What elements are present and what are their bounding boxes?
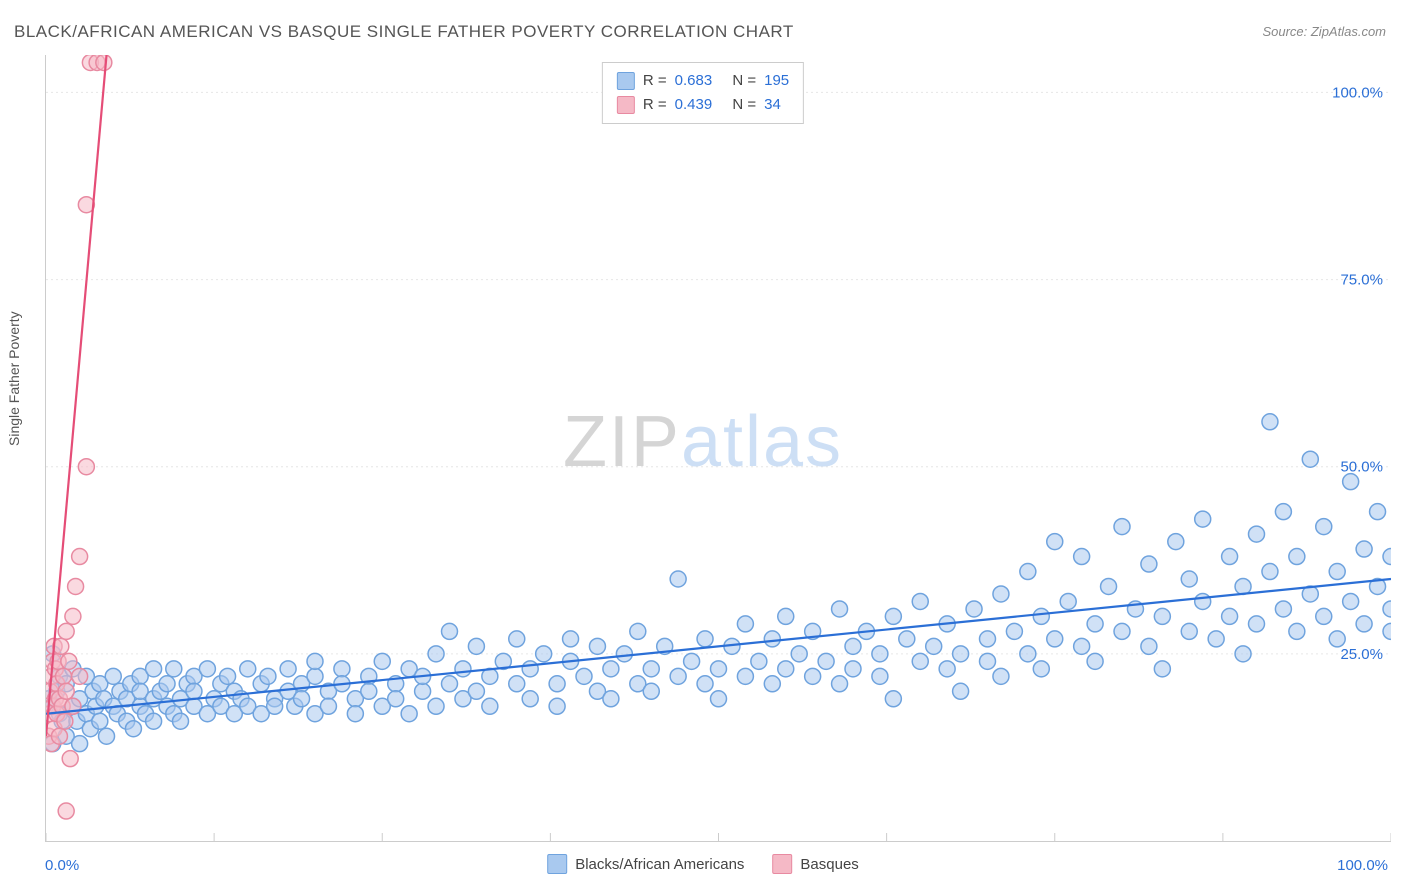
legend-n-value: 34 xyxy=(764,93,781,117)
legend-r-label: R = xyxy=(643,69,667,93)
legend-series-label: Basques xyxy=(800,856,858,873)
source-attribution: Source: ZipAtlas.com xyxy=(1262,24,1386,39)
legend-swatch xyxy=(772,854,792,874)
legend-stats: R = 0.683 N = 195 R = 0.439 N = 34 xyxy=(602,62,804,124)
legend-series-item: Basques xyxy=(772,854,858,874)
legend-n-label: N = xyxy=(732,93,756,117)
legend-series: Blacks/African Americans Basques xyxy=(547,854,859,874)
plot-area: 25.0% 50.0% 75.0% 100.0% xyxy=(45,55,1391,842)
legend-swatch xyxy=(617,72,635,90)
legend-r-value: 0.439 xyxy=(675,93,713,117)
svg-text:75.0%: 75.0% xyxy=(1340,272,1383,289)
chart-svg: 25.0% 50.0% 75.0% 100.0% xyxy=(46,55,1391,841)
legend-stats-row: R = 0.683 N = 195 xyxy=(617,69,789,93)
legend-series-label: Blacks/African Americans xyxy=(575,856,744,873)
x-axis-tick-max: 100.0% xyxy=(1337,857,1388,874)
legend-r-value: 0.683 xyxy=(675,69,713,93)
legend-r-label: R = xyxy=(643,93,667,117)
x-axis-tick-min: 0.0% xyxy=(45,857,79,874)
svg-text:100.0%: 100.0% xyxy=(1332,84,1383,101)
legend-n-value: 195 xyxy=(764,69,789,93)
svg-text:50.0%: 50.0% xyxy=(1340,459,1383,476)
legend-series-item: Blacks/African Americans xyxy=(547,854,744,874)
y-axis-label: Single Father Poverty xyxy=(6,311,22,446)
legend-swatch xyxy=(617,96,635,114)
legend-swatch xyxy=(547,854,567,874)
legend-stats-row: R = 0.439 N = 34 xyxy=(617,93,789,117)
legend-n-label: N = xyxy=(732,69,756,93)
svg-text:25.0%: 25.0% xyxy=(1340,646,1383,663)
chart-title: BLACK/AFRICAN AMERICAN VS BASQUE SINGLE … xyxy=(14,22,794,42)
